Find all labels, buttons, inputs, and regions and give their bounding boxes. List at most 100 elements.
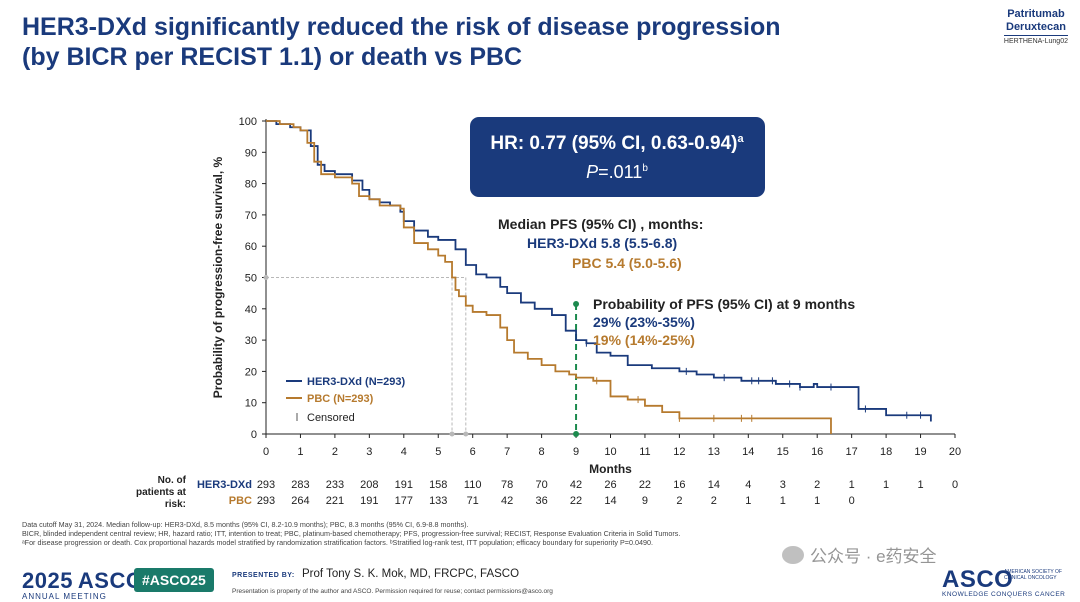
x-tick-label: 18 bbox=[880, 446, 892, 458]
x-tick-label: 16 bbox=[811, 446, 823, 458]
risk-cell: 70 bbox=[535, 479, 547, 491]
risk-header-3: risk: bbox=[165, 499, 186, 510]
x-tick-label: 20 bbox=[949, 446, 961, 458]
legend-label: HER3-DXd (N=293) bbox=[307, 376, 405, 388]
risk-cell: 191 bbox=[395, 479, 413, 491]
median-pfs-pbc: PBC 5.4 (5.0-5.6) bbox=[572, 255, 682, 271]
risk-cell: 1 bbox=[814, 495, 820, 507]
p-value-text: P=.011b bbox=[586, 162, 648, 182]
presenter-name: Prof Tony S. K. Mok, MD, FRCPC, FASCO bbox=[301, 568, 520, 580]
x-tick-label: 9 bbox=[573, 446, 579, 458]
drug-brand: Patritumab Deruxtecan HERTHENA-Lung02 bbox=[1003, 8, 1068, 45]
landmark-marker-bottom bbox=[573, 431, 580, 437]
risk-cell: 293 bbox=[257, 479, 275, 491]
legend-label: PBC (N=293) bbox=[307, 393, 374, 405]
risk-row-label: HER3-DXd bbox=[197, 479, 252, 491]
hr-box bbox=[470, 117, 765, 197]
risk-cell: 264 bbox=[291, 495, 309, 507]
risk-cell: 293 bbox=[257, 495, 275, 507]
y-tick-label: 100 bbox=[239, 116, 257, 128]
x-tick-label: 7 bbox=[504, 446, 510, 458]
x-tick-label: 19 bbox=[914, 446, 926, 458]
landmark-pbc: 19% (14%-25%) bbox=[593, 332, 695, 348]
watermark-text: 公众号 · e药安全 bbox=[810, 547, 937, 566]
landmark-marker-top bbox=[573, 301, 580, 307]
legend-censored-label: Censored bbox=[307, 412, 355, 424]
risk-cell: 2 bbox=[814, 479, 820, 491]
median-pfs-heading: Median PFS (95% CI) , months: bbox=[498, 216, 703, 232]
risk-cell: 1 bbox=[745, 495, 751, 507]
risk-cell: 14 bbox=[604, 495, 616, 507]
landmark-her3: 29% (23%-35%) bbox=[593, 314, 695, 330]
asco-logo: ASCO AMERICAN SOCIETY OF CLINICAL ONCOLO… bbox=[942, 566, 1065, 598]
risk-cell: 16 bbox=[673, 479, 685, 491]
x-tick-label: 14 bbox=[742, 446, 754, 458]
risk-cell: 1 bbox=[883, 479, 889, 491]
x-tick-label: 15 bbox=[777, 446, 789, 458]
risk-cell: 14 bbox=[708, 479, 720, 491]
y-tick-label: 10 bbox=[245, 398, 257, 410]
x-tick-label: 8 bbox=[539, 446, 545, 458]
x-tick-label: 13 bbox=[708, 446, 720, 458]
footnote-line-1: Data cutoff May 31, 2024. Median follow-… bbox=[22, 520, 469, 529]
x-tick-label: 6 bbox=[470, 446, 476, 458]
y-tick-label: 40 bbox=[245, 304, 257, 316]
hr-text: HR: 0.77 (95% CI, 0.63-0.94)a bbox=[490, 133, 744, 154]
median-marker-pbc bbox=[449, 431, 455, 437]
risk-header-2: patients at bbox=[136, 487, 187, 498]
wechat-watermark: 公众号 · e药安全 bbox=[782, 542, 937, 567]
presenter: PRESENTED BY: Prof Tony S. K. Mok, MD, F… bbox=[232, 568, 519, 580]
y-tick-label: 90 bbox=[245, 147, 257, 159]
footnotes: Data cutoff May 31, 2024. Median follow-… bbox=[22, 520, 902, 547]
x-tick-label: 10 bbox=[604, 446, 616, 458]
y-tick-label: 30 bbox=[245, 335, 257, 347]
brand-line-2: Deruxtecan bbox=[1003, 21, 1068, 36]
risk-cell: 22 bbox=[570, 495, 582, 507]
risk-cell: 78 bbox=[501, 479, 513, 491]
risk-cell: 9 bbox=[642, 495, 648, 507]
slide-footer: 2025 ASCO ANNUAL MEETING #ASCO25 PRESENT… bbox=[0, 562, 1080, 602]
asco-logo-word: ASCO bbox=[942, 566, 1014, 593]
x-axis-label: Months bbox=[589, 462, 632, 476]
asco-word: ASCO bbox=[77, 568, 144, 593]
risk-cell: 1 bbox=[780, 495, 786, 507]
title-line-2: (by BICR per RECIST 1.1) or death vs PBC bbox=[22, 43, 523, 71]
median-marker-her3 bbox=[463, 431, 469, 437]
y-axis-label: Probability of progression-free survival… bbox=[211, 156, 225, 398]
asco-year: 2025 bbox=[22, 568, 73, 593]
brand-trial-name: HERTHENA-Lung02 bbox=[1003, 38, 1068, 45]
x-tick-label: 1 bbox=[297, 446, 303, 458]
risk-cell: 26 bbox=[604, 479, 616, 491]
wechat-icon bbox=[782, 545, 804, 564]
asco-annual-meeting-logo: 2025 ASCO ANNUAL MEETING bbox=[22, 568, 143, 601]
asco-tagline: KNOWLEDGE CONQUERS CANCER bbox=[942, 591, 1066, 598]
risk-cell: 208 bbox=[360, 479, 378, 491]
y-tick-label: 70 bbox=[245, 210, 257, 222]
risk-cell: 42 bbox=[570, 479, 582, 491]
risk-cell: 3 bbox=[780, 479, 786, 491]
x-tick-label: 2 bbox=[332, 446, 338, 458]
x-tick-label: 11 bbox=[639, 446, 650, 458]
risk-cell: 2 bbox=[711, 495, 717, 507]
risk-cell: 191 bbox=[360, 495, 378, 507]
x-tick-label: 12 bbox=[673, 446, 685, 458]
risk-cell: 1 bbox=[849, 479, 855, 491]
risk-cell: 177 bbox=[395, 495, 413, 507]
risk-cell: 158 bbox=[429, 479, 447, 491]
title-line-1: HER3-DXd significantly reduced the risk … bbox=[22, 13, 781, 41]
asco-society-name: AMERICAN SOCIETY OF CLINICAL ONCOLOGY bbox=[1004, 569, 1062, 581]
y-tick-label: 0 bbox=[251, 429, 257, 441]
y-tick-label: 80 bbox=[245, 179, 257, 191]
median-marker-y bbox=[263, 275, 269, 280]
risk-cell: 22 bbox=[639, 479, 651, 491]
y-tick-label: 20 bbox=[245, 366, 257, 378]
brand-line-1: Patritumab bbox=[1007, 8, 1065, 20]
risk-cell: 133 bbox=[429, 495, 447, 507]
km-chart: 0 1 2 3 4 5 6 7 8 9 10 11 12 13 14 15 16 17 18 19 2001020304… bbox=[136, 116, 961, 510]
presented-by-label: PRESENTED BY: bbox=[232, 572, 295, 579]
median-pfs-her3: HER3-DXd 5.8 (5.5-6.8) bbox=[527, 235, 677, 251]
slide-title: HER3-DXd significantly reduced the risk … bbox=[22, 12, 882, 72]
x-tick-label: 4 bbox=[401, 446, 407, 458]
risk-row-label: PBC bbox=[229, 495, 252, 507]
risk-cell: 0 bbox=[849, 495, 855, 507]
